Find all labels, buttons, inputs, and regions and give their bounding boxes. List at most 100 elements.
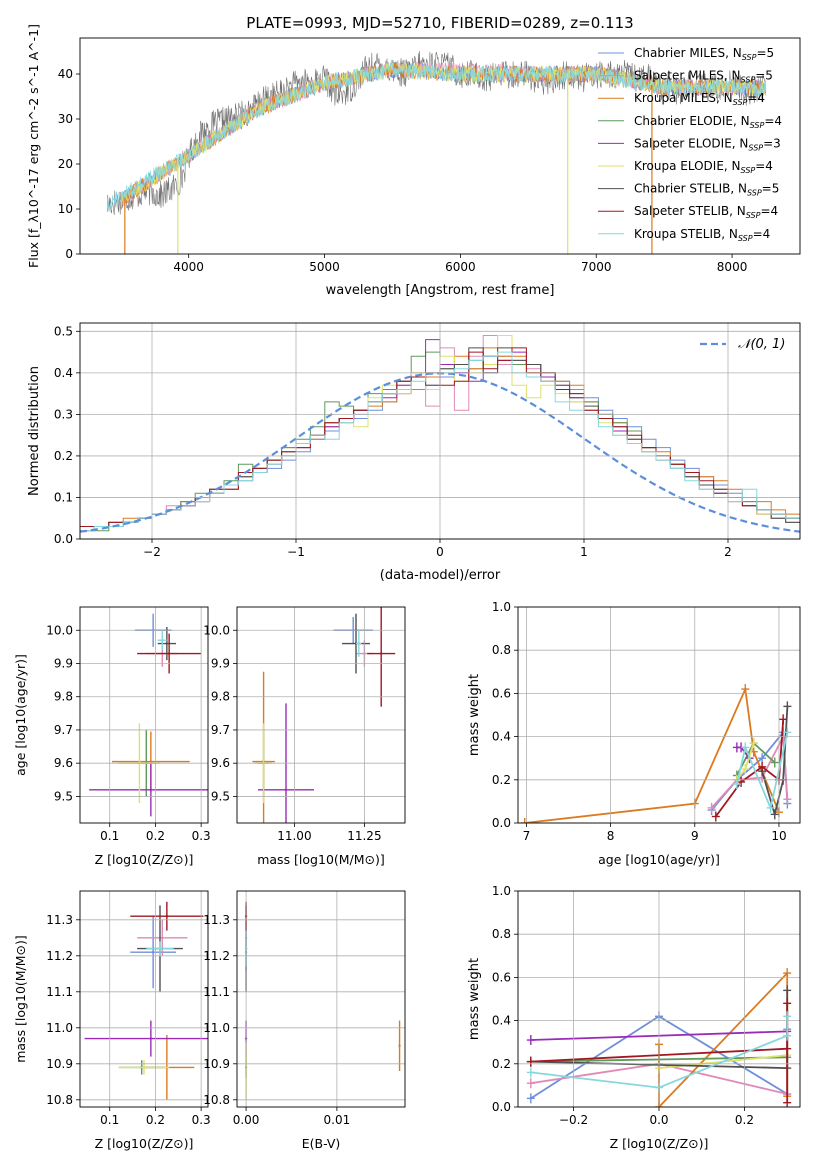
legend-label-tail: =4 (753, 227, 771, 241)
x-tick-label: 0.2 (735, 1113, 754, 1127)
data-point (161, 936, 164, 939)
y-tick-label: 11.0 (203, 1021, 230, 1035)
histogram-step (80, 347, 800, 527)
y-tick-label: 0.8 (492, 643, 511, 657)
weight-line (524, 688, 780, 823)
legend-label-text: Chabrier MILES, N (634, 46, 742, 60)
axes-frame (79, 37, 801, 255)
y-axis-label: mass weight (467, 958, 482, 1040)
y-tick-label: 0.0 (492, 816, 511, 830)
legend-label: Chabrier ELODIE, NSSP=4 (634, 114, 782, 130)
legend-label-tail: =4 (747, 91, 765, 105)
y-tick-label: 0.2 (492, 773, 511, 787)
x-tick-label: 11.25 (347, 829, 381, 843)
axes-frame (236, 606, 406, 824)
legend-label-text: Kroupa STELIB, N (634, 227, 738, 241)
chart-weight-vs-Z: −0.2 0.0 0.2 0.0 0.2 0.4 0.6 0.8 1.0 Z [log10(Z/Z… (467, 884, 801, 1151)
x-axis-label: Z [log10(Z/Z⊙)] (610, 1136, 709, 1151)
x-tick-label: 7000 (581, 260, 612, 274)
y-tick-label: 9.9 (54, 656, 73, 670)
y-tick-label: 9.8 (54, 690, 73, 704)
data-point (398, 1044, 401, 1048)
x-tick-label: 0.2 (146, 829, 165, 843)
x-axis-label: wavelength [Angstrom, rest frame] (326, 283, 555, 298)
y-tick-label: 0.3 (54, 407, 73, 421)
weight-line (530, 1016, 789, 1089)
x-axis-label: Z [log10(Z/Z⊙)] (95, 1136, 194, 1151)
y-tick-label: 1.0 (492, 884, 511, 898)
legend-label-text: Salpeter STELIB, N (634, 204, 746, 218)
y-tick-label: 9.5 (54, 789, 73, 803)
y-tick-label: 11.2 (203, 949, 230, 963)
legend-label-text: Kroupa MILES, N (634, 91, 733, 105)
legend-label: Salpeter ELODIE, NSSP=3 (634, 136, 781, 152)
y-tick-label: 0 (65, 247, 73, 261)
y-tick-label: 10.0 (203, 623, 230, 637)
y-tick-label: 0.5 (54, 324, 73, 338)
legend-label: Salpeter STELIB, NSSP=4 (634, 204, 778, 220)
legend-label: Chabrier STELIB, NSSP=5 (634, 182, 779, 198)
plot-area (106, 50, 767, 254)
chart-spectrum: 4000 5000 6000 7000 8000 0 10 20 30 40 wavelength … (26, 24, 801, 298)
chart-age-vs-Z: 0.1 0.2 0.3 9.5 9.6 9.7 9.8 9.9 10.0 Z [log10(Z/Z… (13, 606, 211, 867)
y-tick-label: 11.3 (46, 913, 73, 927)
data-point (158, 947, 162, 950)
y-tick-label: 10.8 (46, 1093, 73, 1107)
legend-label: Kroupa ELODIE, NSSP=4 (634, 159, 773, 175)
legend-label-text: Chabrier ELODIE, N (634, 114, 750, 128)
y-tick-label: 0.1 (54, 490, 73, 504)
legend-label: Kroupa STELIB, NSSP=4 (634, 227, 770, 243)
y-tick-label: 0.2 (492, 1057, 511, 1071)
x-axis-label: mass [log10(M/M⊙)] (257, 852, 385, 867)
y-tick-label: 10 (58, 202, 73, 216)
x-tick-label: 7 (523, 829, 531, 843)
y-axis-label: Flux [f_λ10^-17 erg cm^-2 s^-1 A^-1] (26, 24, 41, 268)
x-axis-label: (data-model)/error (380, 568, 501, 583)
x-axis-label: Z [log10(Z/Z⊙)] (95, 852, 194, 867)
data-point (165, 642, 169, 645)
x-tick-label: −0.2 (559, 1113, 588, 1127)
legend-label-sub: SSP (747, 189, 762, 198)
x-tick-label: 0.3 (192, 829, 211, 843)
x-tick-label: 9 (691, 829, 699, 843)
x-tick-label: 0.01 (324, 1113, 351, 1127)
x-tick-label: 0.3 (192, 1113, 211, 1127)
legend-label-text: Salpeter ELODIE, N (634, 136, 748, 150)
legend-label-sub: SSP (733, 98, 748, 107)
x-tick-label: 1 (580, 545, 588, 559)
y-tick-label: 9.8 (211, 690, 230, 704)
y-axis-label: mass weight (467, 674, 482, 756)
chart-residuals: −2 −1 0 1 2 0.0 0.1 0.2 0.3 0.4 0.5 (data-model)/er… (27, 322, 801, 583)
axes-frame (236, 890, 406, 1108)
x-tick-label: 0.0 (649, 1113, 668, 1127)
legend-label-sub: SSP (750, 121, 765, 130)
legend-label-sub: SSP (746, 211, 761, 220)
y-tick-label: 0.4 (492, 730, 511, 744)
x-tick-label: 2 (724, 545, 732, 559)
legend-label-tail: =5 (755, 69, 773, 83)
x-tick-label: 10 (771, 829, 786, 843)
data-point (149, 788, 153, 791)
x-tick-label: 11.00 (277, 829, 311, 843)
x-tick-label: −2 (143, 545, 161, 559)
plot-area (244, 901, 401, 1100)
y-tick-label: 0.4 (492, 1014, 511, 1028)
legend-label: Kroupa MILES, NSSP=4 (634, 91, 765, 107)
y-tick-label: 40 (58, 67, 73, 81)
x-tick-label: 6000 (445, 260, 476, 274)
y-tick-label: 9.7 (54, 723, 73, 737)
y-tick-label: 1.0 (492, 600, 511, 614)
y-axis-label: age [log10(age/yr)] (13, 654, 28, 776)
y-tick-label: 0.6 (492, 686, 511, 700)
spectrum-line (106, 61, 767, 212)
y-tick-label: 30 (58, 112, 73, 126)
x-tick-label: 0.00 (233, 1113, 260, 1127)
data-point (151, 951, 155, 954)
y-tick-label: 0.0 (54, 532, 73, 546)
chart-mass-vs-EBV: 0.00 0.01 10.8 10.9 11.0 11.1 11.2 11.3 E(B-V) (203, 890, 406, 1151)
chart-weight-vs-age: 7 8 9 10 0.0 0.2 0.4 0.6 0.8 1.0 age [log10(age/yr… (467, 600, 801, 867)
legend-label-text: Salpeter MILES, N (634, 69, 741, 83)
axes-frame (517, 606, 801, 824)
y-tick-label: 0.8 (492, 927, 511, 941)
y-axis-label: Normed distribution (27, 366, 42, 496)
